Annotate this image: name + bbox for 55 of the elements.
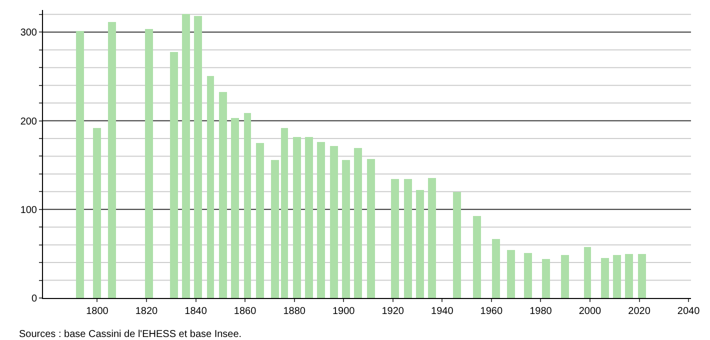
x-tick-label: 2040 [677, 306, 700, 317]
x-tick-label: 2020 [628, 306, 651, 317]
bar [404, 179, 412, 298]
bar [625, 254, 633, 298]
y-tick-label: 300 [20, 28, 38, 39]
bar [492, 239, 500, 298]
x-tick-label: 1980 [530, 306, 552, 317]
bar [170, 52, 178, 298]
bar [231, 118, 239, 298]
y-tick-label: 0 [31, 294, 38, 304]
bar [293, 137, 301, 298]
bar [281, 128, 288, 298]
x-tick-label: 1820 [135, 306, 158, 317]
bar [638, 254, 646, 298]
x-tick-label: 1800 [86, 306, 109, 317]
bar [391, 179, 399, 298]
bar [507, 250, 515, 298]
bar [473, 216, 481, 298]
bar [76, 31, 84, 298]
bar [271, 160, 279, 298]
bar [108, 22, 116, 298]
bar [354, 148, 362, 298]
bar [428, 178, 436, 298]
bar [317, 142, 325, 298]
bar [305, 137, 313, 298]
bar [542, 259, 550, 298]
bar [416, 190, 424, 298]
bar [524, 253, 532, 298]
bar [145, 29, 153, 298]
x-tick-label: 1860 [234, 306, 257, 317]
bar [601, 258, 609, 298]
y-tick-label: 200 [20, 116, 38, 128]
x-tick-label: 1960 [480, 306, 503, 317]
bar [256, 143, 264, 298]
bar [182, 14, 190, 298]
x-tick-label: 1880 [283, 306, 306, 317]
bar [453, 192, 461, 298]
bar [93, 128, 101, 298]
bar [367, 159, 375, 298]
bar [244, 113, 251, 298]
bar [207, 76, 214, 298]
source-note: Sources : base Cassini de l'EHESS et base Insee. [19, 329, 242, 340]
x-tick-label: 1840 [184, 306, 208, 317]
bar [219, 92, 227, 298]
x-tick-label: 1900 [332, 306, 356, 317]
y-tick-label: 100 [20, 204, 38, 216]
x-tick-label: 1940 [431, 306, 454, 317]
bar [584, 247, 591, 298]
x-tick-label: 2000 [578, 306, 602, 317]
bar [342, 160, 350, 298]
bar [330, 146, 338, 298]
bar [561, 255, 569, 298]
x-tick-label: 1920 [382, 306, 404, 317]
bar [613, 255, 621, 298]
bar [194, 16, 202, 298]
